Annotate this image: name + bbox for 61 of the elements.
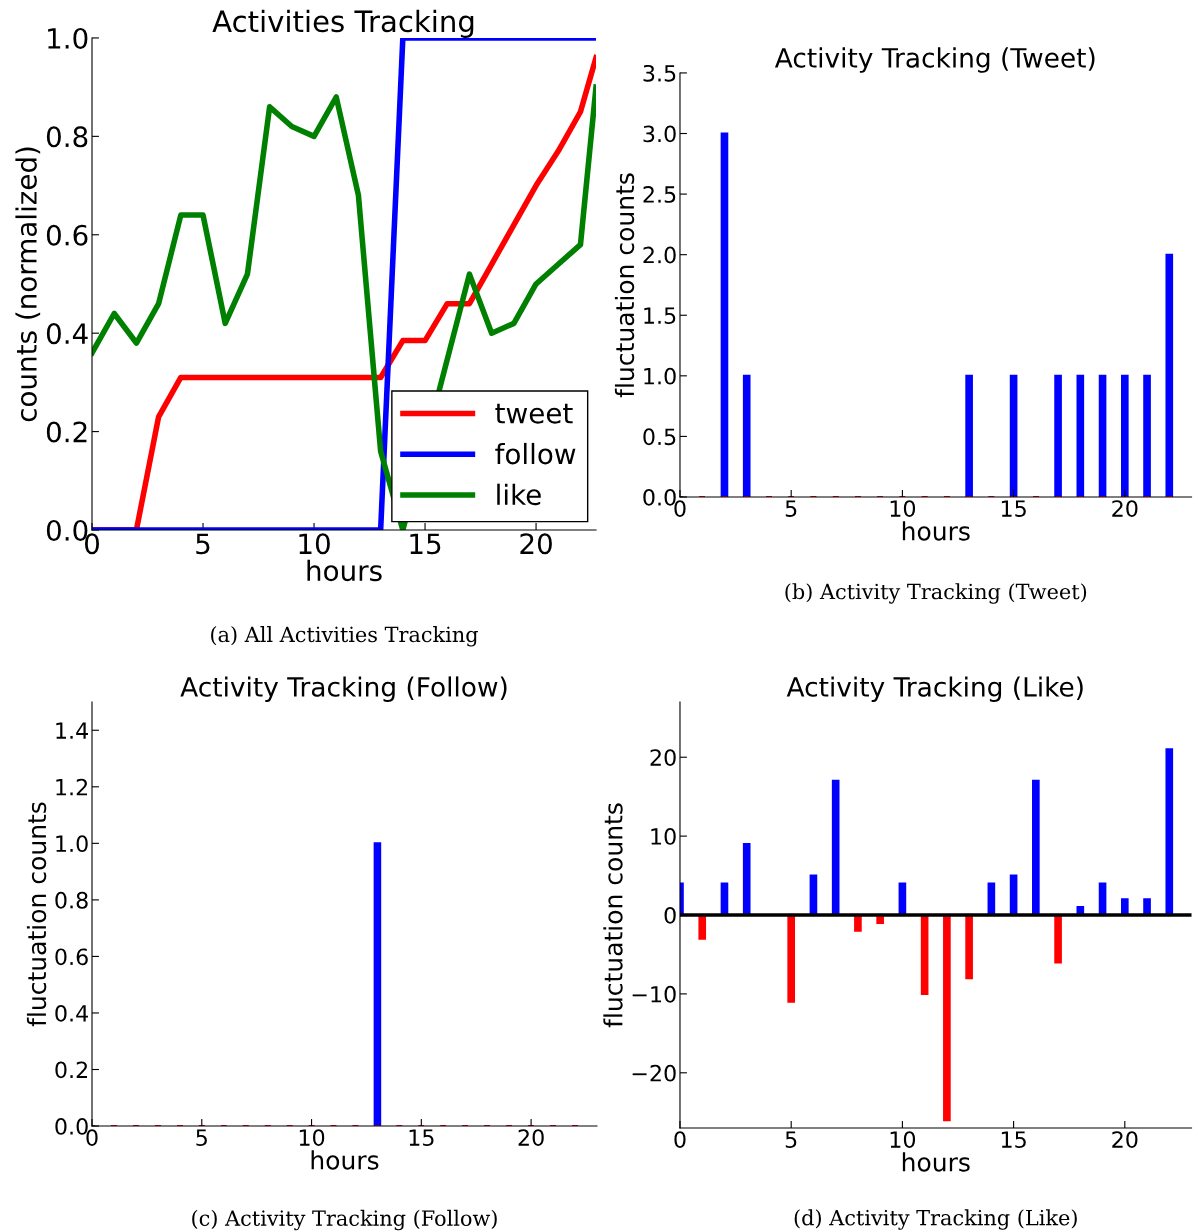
y-tick-label: 0.6 (46, 224, 88, 246)
y-tick-label: 0.8 (55, 891, 88, 909)
y-tick-label: 3.5 (643, 64, 676, 82)
y-axis-title: counts (normalized) (15, 147, 41, 422)
y-tick-label: 0.8 (46, 126, 88, 148)
x-axis-title: hours (311, 1150, 379, 1170)
x-tick-label: 20 (520, 533, 552, 555)
x-tick-label: 15 (1001, 1131, 1026, 1148)
x-tick-label: 5 (196, 1129, 207, 1147)
chart-title: Activities Tracking (212, 9, 474, 38)
x-tick-label: 15 (1001, 500, 1026, 517)
y-tick-label: 0.6 (55, 948, 88, 966)
x-axis-title: hours (902, 1152, 970, 1172)
x-tick-label: 5 (196, 533, 210, 555)
x-tick-label: 10 (890, 1131, 916, 1148)
y-axis-title: fluctuation counts (614, 173, 635, 398)
x-tick-label: 20 (518, 1129, 544, 1147)
y-tick-label: 20 (650, 749, 676, 766)
y-tick-label: 0.2 (46, 421, 87, 443)
y-tick-label: 1.4 (56, 722, 88, 739)
x-axis-title: hours (307, 559, 382, 582)
x-tick-label: 10 (299, 1129, 325, 1147)
chart-title: Activity Tracking (Tweet) (774, 47, 1095, 73)
text: (d) Activity Tracking (Like) (794, 1209, 1077, 1230)
y-tick-label: 10 (651, 828, 676, 845)
y-tick-label: 0.0 (643, 488, 676, 506)
y-tick-label: −10 (632, 985, 676, 1003)
y-tick-label: 1.5 (644, 307, 676, 325)
y-tick-label: 3.0 (643, 125, 676, 143)
x-tick-label: 20 (1112, 500, 1138, 517)
x-tick-label: 15 (410, 533, 441, 555)
y-tick-label: 0.4 (46, 323, 88, 345)
text: (c) Activity Tracking (Follow) (192, 1209, 497, 1231)
y-axis-title: fluctuation counts (603, 803, 623, 1028)
x-tick-label: 20 (1112, 1131, 1138, 1148)
y-tick-label: 0 (664, 906, 676, 924)
x-tick-label: 5 (785, 500, 797, 517)
y-tick-label: −20 (632, 1064, 676, 1082)
x-tick-label: 5 (785, 1131, 797, 1148)
legend-label: follow (495, 442, 576, 465)
y-tick-label: 2.0 (643, 246, 676, 264)
y-tick-label: 1.0 (644, 367, 676, 385)
x-tick-label: 15 (409, 1129, 434, 1147)
y-tick-label: 0.5 (643, 428, 676, 446)
x-tick-label: 10 (890, 500, 916, 517)
y-tick-label: 0.2 (55, 1061, 87, 1079)
y-tick-label: 2.5 (643, 186, 676, 203)
y-tick-label: 1.0 (48, 27, 88, 49)
y-tick-label: 0.4 (55, 1004, 88, 1022)
y-axis-title: fluctuation counts (26, 802, 47, 1027)
legend-label: like (497, 483, 541, 506)
y-tick-label: 1.0 (56, 835, 88, 853)
text: (a) All Activities Tracking (211, 626, 478, 647)
y-tick-label: 0.0 (55, 1118, 88, 1135)
x-tick-label: 10 (299, 533, 330, 555)
text: (b) Activity Tracking (Tweet) (785, 583, 1087, 604)
x-axis-title: hours (902, 521, 970, 541)
chart-title: Activity Tracking (Follow) (180, 676, 507, 702)
y-tick-label: 1.2 (56, 778, 87, 796)
chart-title: Activity Tracking (Like) (786, 676, 1083, 702)
legend-label: tweet (495, 403, 573, 424)
